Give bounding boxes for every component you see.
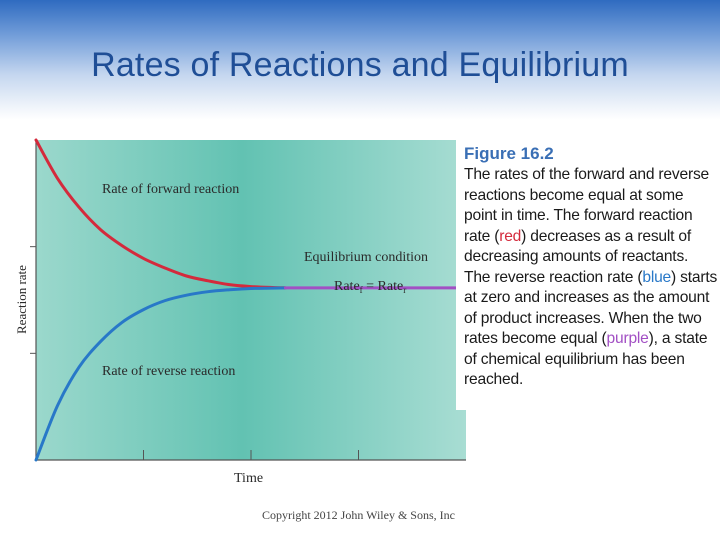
x-axis-label: Time [234,471,263,486]
caption-text-2: ) decreases as a result of decreasing am… [464,227,692,286]
caption-red-word: red [499,227,522,245]
caption-text-1: The rates of the forward and reverse rea… [464,166,710,245]
header-band [0,0,720,120]
reverse-rate-line [34,286,287,462]
caption-heading: Figure 16.2 [464,144,554,163]
figure-16-2-chart: Rate of forward reaction Rate of reverse… [0,136,470,490]
slide-title: Rates of Reactions and Equilibrium [91,46,629,84]
plot-area [36,140,466,460]
equilibrium-condition-label: Equilibrium condition [304,250,428,265]
reaction-rate-chart: Rate of forward reaction Rate of reverse… [14,138,468,486]
y-axis-label: Reaction rate [14,265,29,334]
forward-reaction-label: Rate of forward reaction [102,182,239,197]
caption-text-3: ) starts at zero and increases as the am… [464,268,718,348]
copyright-notice: Copyright 2012 John Wiley & Sons, Inc [262,508,455,522]
reverse-reaction-label: Rate of reverse reaction [102,364,235,379]
rate-eq-mid: = Rate [363,279,404,294]
caption-body: The rates of the forward and reverse rea… [464,165,718,391]
figure-caption: Figure 16.2 The rates of the forward and… [456,140,718,410]
caption-purple-word: purple [606,330,649,347]
caption-text-4: ), a state of chemical equilibrium has b… [464,330,708,388]
rate-equation-label: Ratef = Rater [334,279,406,295]
caption-blue-word: blue [642,268,672,286]
rate-eq-left: Rate [334,279,360,294]
forward-rate-line [34,138,287,290]
rate-eq-sub-r: r [403,285,406,295]
rate-eq-sub-f: f [360,285,363,295]
